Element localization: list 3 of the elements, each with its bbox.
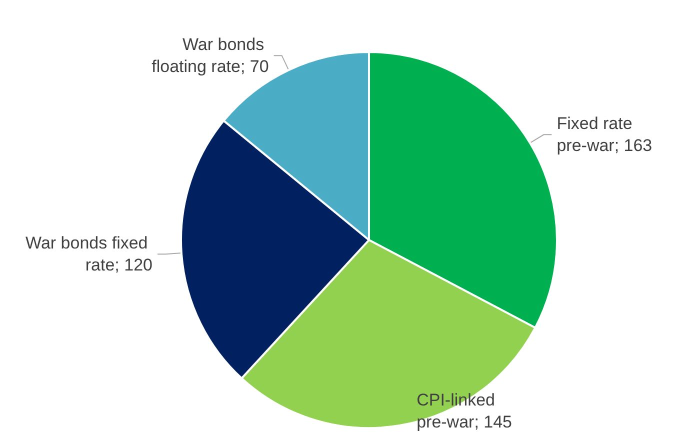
slice-label: War bonds fixed rate; 120 bbox=[26, 234, 152, 275]
slice-label: Fixed rate pre-war; 163 bbox=[556, 114, 652, 156]
slice-label: War bonds floating rate; 70 bbox=[152, 35, 269, 76]
